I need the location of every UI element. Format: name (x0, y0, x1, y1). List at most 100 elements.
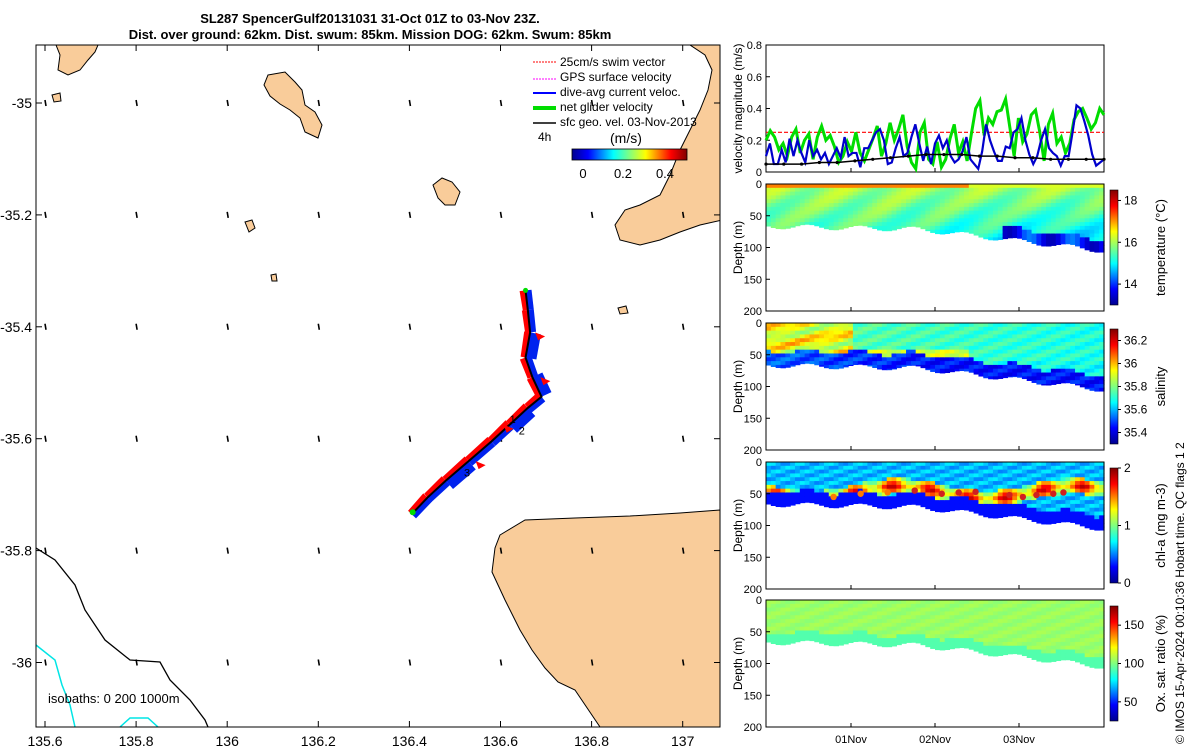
section-cell (997, 611, 1004, 616)
section-cell (1012, 338, 1018, 343)
section-cell (877, 184, 883, 189)
section-cell (867, 353, 873, 358)
section-cell (780, 222, 786, 227)
section-cell (1075, 511, 1081, 516)
section-cell (920, 203, 926, 208)
section-cell (896, 342, 902, 347)
section-cell (1075, 229, 1081, 235)
section-cell (862, 634, 868, 639)
section-cell (785, 326, 791, 332)
section-cell (935, 203, 941, 208)
section-cell (828, 191, 835, 197)
section-cell (997, 338, 1004, 343)
section-cell (925, 481, 931, 486)
section-cell (1079, 338, 1086, 343)
section-cell (997, 626, 1004, 632)
section-cell (862, 361, 868, 366)
section-cell (848, 203, 854, 208)
section-cell (1094, 600, 1100, 605)
section-cell (915, 326, 922, 332)
section-cell (770, 630, 777, 635)
section-cell (1036, 481, 1042, 486)
section-cell (838, 326, 844, 332)
section-cell (814, 214, 820, 219)
section-cell (843, 500, 849, 505)
section-cell (1055, 615, 1062, 620)
section-cell (1065, 638, 1071, 643)
section-cell (1036, 600, 1042, 605)
section-cell (1031, 622, 1037, 628)
section-cell (828, 203, 835, 208)
section-cell (1084, 187, 1091, 193)
section-cell (1089, 323, 1095, 328)
section-cell (1002, 511, 1009, 516)
section-cell (809, 603, 815, 609)
section-cell (954, 353, 960, 358)
section-cell (915, 225, 922, 228)
section-cell (775, 473, 782, 478)
section-cell (1099, 233, 1105, 238)
section-y-tick-label: 200 (744, 306, 762, 318)
section-cell (857, 210, 864, 216)
section-cell (785, 342, 791, 347)
sfc-vector (499, 323, 503, 330)
section-cell (1012, 481, 1018, 486)
section-cell (1084, 323, 1091, 328)
section-cell (901, 334, 907, 339)
section-cell (1041, 630, 1047, 635)
section-cell (770, 195, 777, 200)
section-cell (1031, 222, 1037, 227)
section-cell (1065, 361, 1071, 366)
section-cell (906, 203, 912, 208)
section-cell (867, 638, 873, 643)
section-cell (1099, 630, 1105, 635)
section-cell (838, 630, 844, 635)
section-cell (1084, 368, 1091, 374)
section-cell (1099, 191, 1105, 197)
section-cell (790, 634, 796, 639)
time-tick-label: 01Nov (835, 734, 867, 746)
section-cell (838, 462, 844, 467)
section-cell (780, 638, 786, 643)
section-cell (1050, 496, 1057, 501)
section-cell (1017, 376, 1023, 378)
section-cell (799, 484, 806, 490)
section-cell (935, 622, 941, 628)
section-cell (804, 600, 811, 605)
section-cell (780, 481, 786, 486)
section-cell (785, 630, 791, 635)
section-cell (1065, 469, 1071, 475)
section-cell (809, 222, 815, 226)
section-cell (1021, 342, 1028, 347)
section-cell (1046, 603, 1052, 609)
section-cell (857, 203, 864, 208)
section-cell (1099, 241, 1105, 246)
section-cell (1002, 496, 1009, 501)
section-cell (833, 603, 840, 609)
section-cell (1026, 380, 1033, 381)
section-cell (1060, 469, 1066, 475)
section-cell (766, 603, 772, 609)
section-cell (867, 210, 873, 216)
section-cell (997, 619, 1004, 624)
section-cell (1070, 641, 1076, 647)
section-cell (1079, 600, 1086, 605)
section-cell (1060, 503, 1066, 509)
section-cell (872, 638, 878, 643)
section-cell (891, 481, 897, 486)
section-cell (1075, 492, 1081, 497)
section-cell (935, 473, 941, 478)
section-cell (968, 191, 975, 197)
section-cell (1094, 233, 1100, 238)
section-cell (823, 477, 830, 482)
section-cell (819, 469, 825, 475)
section-cell (988, 638, 994, 643)
section-cell (1021, 345, 1028, 351)
section-cell (780, 323, 786, 328)
section-cell (886, 330, 893, 336)
section-cell (1055, 496, 1062, 501)
section-cell (1055, 203, 1062, 208)
section-cell (944, 641, 951, 647)
section-cell (1007, 353, 1013, 358)
chl-high-value-point (830, 493, 837, 501)
